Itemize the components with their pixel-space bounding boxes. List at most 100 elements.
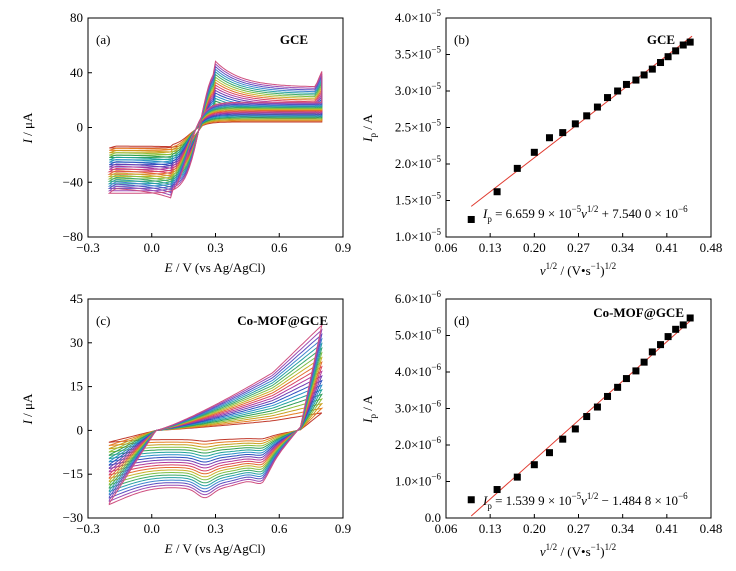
y-tick-label: 45 — [70, 291, 83, 306]
x-tick-label: 0.9 — [335, 240, 351, 255]
y-tick-label: 1.0×10−5 — [395, 227, 442, 244]
fit-line — [470, 35, 693, 207]
y-tick-label: 5.0×10−6 — [395, 326, 442, 343]
y-tick-label: 4.0×10−6 — [395, 362, 442, 379]
data-point — [622, 80, 630, 88]
data-point — [614, 383, 622, 391]
panel-title: Co-MOF@GCE — [237, 313, 328, 328]
panel-tag: (d) — [454, 313, 469, 328]
data-point — [571, 120, 579, 128]
y-tick-label: 1.5×10−5 — [395, 191, 442, 208]
data-point — [657, 341, 665, 349]
data-point — [679, 321, 687, 329]
x-axis-label: E / V (vs Ag/AgCl) — [164, 541, 266, 556]
x-tick-label: 0.27 — [567, 521, 590, 536]
axis-ticks: 0.06 0.13 0.20 0.27 0.34 0.41 0.48 0.0 1.0×10−6 2… — [395, 289, 723, 536]
y-tick-label: 0 — [77, 120, 84, 135]
data-point — [583, 112, 591, 120]
y-axis-label: Ip / A — [360, 395, 378, 424]
data-point — [583, 413, 591, 421]
y-tick-label: 4.0×10−5 — [395, 8, 442, 25]
cv-curves-gce — [107, 60, 323, 199]
data-point — [593, 403, 601, 411]
x-tick-label: 0.0 — [144, 521, 160, 536]
data-point — [622, 375, 630, 383]
data-point — [545, 449, 553, 457]
y-tick-label: 2.0×10−6 — [395, 435, 442, 452]
x-tick-label: 0.48 — [700, 521, 723, 536]
data-point — [493, 486, 501, 494]
x-tick-label: 0.20 — [523, 521, 546, 536]
data-point — [686, 38, 694, 46]
data-point — [664, 333, 672, 341]
x-tick-label: 0.6 — [271, 521, 288, 536]
y-tick-label: 2.0×10−5 — [395, 154, 442, 171]
data-point — [686, 314, 694, 322]
data-point — [467, 496, 475, 504]
fit-line — [470, 318, 693, 517]
panel-title: GCE — [280, 32, 308, 47]
y-tick-label: 2.5×10−5 — [395, 118, 442, 135]
data-points — [467, 314, 694, 504]
data-point — [640, 358, 648, 366]
panel-title: Co-MOF@GCE — [593, 305, 684, 320]
fit-line-segment — [470, 318, 693, 517]
y-axis-label: I / μA — [20, 112, 35, 144]
x-tick-label: 0.6 — [271, 240, 288, 255]
panel-tag: (c) — [96, 313, 110, 328]
x-axis-label: v1/2 / (V•s−1)1/2 — [540, 261, 616, 278]
y-tick-label: 80 — [70, 10, 83, 25]
x-tick-label: 0.06 — [435, 240, 458, 255]
data-point — [593, 103, 601, 111]
data-point — [530, 148, 538, 156]
x-tick-label: 0.41 — [655, 521, 678, 536]
data-point — [545, 134, 553, 142]
x-tick-label: 0.13 — [479, 240, 502, 255]
data-point — [648, 348, 656, 356]
axis-ticks: −0.3 0.0 0.3 0.6 0.9 −30 −15 0 15 30 45 — [63, 291, 351, 536]
y-tick-label: 30 — [70, 335, 83, 350]
plot-frame — [87, 17, 344, 238]
y-tick-label: 3.5×10−5 — [395, 45, 442, 62]
cv-curve — [107, 79, 323, 180]
data-point — [640, 71, 648, 79]
y-tick-label: −15 — [63, 466, 83, 481]
y-axis-label: I / μA — [20, 393, 35, 425]
x-tick-label: −0.3 — [76, 521, 100, 536]
data-point — [530, 461, 538, 469]
x-tick-label: 0.27 — [567, 240, 590, 255]
y-tick-label: 15 — [70, 379, 83, 394]
panel-d-ip-comof: 0.06 0.13 0.20 0.27 0.34 0.41 0.48 0.0 1.0×10−6 2… — [360, 289, 722, 559]
y-tick-label: 1.0×10−6 — [395, 472, 442, 489]
x-tick-label: 0.0 — [144, 240, 160, 255]
data-point — [513, 164, 521, 172]
x-tick-label: 0.06 — [435, 521, 458, 536]
panel-tag: (a) — [96, 32, 110, 47]
cv-curve — [108, 323, 323, 506]
data-point — [679, 41, 687, 49]
x-tick-label: 0.9 — [335, 521, 351, 536]
y-tick-label: −40 — [63, 174, 83, 189]
fit-equation: Ip = 6.659 9 × 10−5v1/2 + 7.540 0 × 10−6 — [482, 204, 688, 224]
data-points — [467, 38, 694, 223]
x-tick-label: 0.13 — [479, 521, 502, 536]
x-tick-label: 0.48 — [700, 240, 723, 255]
plot-frame — [445, 298, 712, 519]
y-axis-label: Ip / A — [360, 114, 378, 143]
data-point — [559, 129, 567, 137]
cv-curves-co-mof — [108, 323, 324, 506]
y-tick-label: −80 — [63, 229, 83, 244]
axis-ticks: 0.06 0.13 0.20 0.27 0.34 0.41 0.48 1.0×10−5 1.5×… — [395, 8, 723, 255]
x-tick-label: 0.3 — [207, 521, 223, 536]
axis-ticks: −0.3 0.0 0.3 0.6 0.9 −80 −40 0 40 80 — [63, 10, 351, 255]
x-axis-label: E / V (vs Ag/AgCl) — [164, 260, 266, 275]
data-point — [604, 94, 612, 102]
panel-a-cv-gce: −0.3 0.0 0.3 0.6 0.9 −80 −40 0 40 80 (a) GCE E / … — [20, 10, 351, 275]
y-tick-label: 3.0×10−5 — [395, 81, 442, 98]
y-tick-label: 6.0×10−6 — [395, 289, 442, 306]
data-point — [559, 435, 567, 443]
data-point — [632, 367, 640, 375]
data-point — [571, 425, 579, 433]
y-tick-label: −30 — [63, 510, 83, 525]
data-point — [648, 65, 656, 73]
